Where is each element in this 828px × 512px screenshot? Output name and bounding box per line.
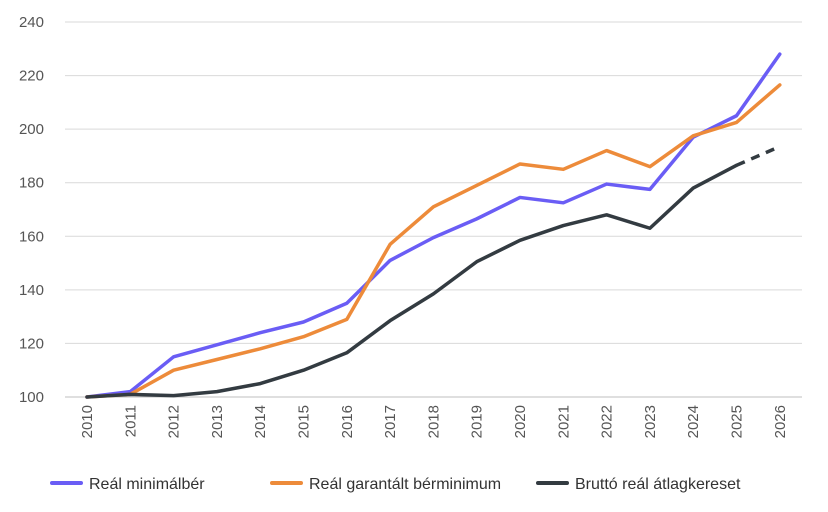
legend-item-0: Reál minimálbér — [50, 476, 205, 493]
series-lines — [85, 52, 782, 399]
y-tick-label: 140 — [19, 282, 44, 299]
y-axis-ticks: 100 120 140 160 180 200 220 240 — [19, 14, 44, 406]
legend: Reál minimálbér Reál garantált bérminimum… — [50, 476, 741, 493]
x-tick-label: 2011 — [122, 405, 139, 437]
x-axis-ticks: 2010 2011 2012 2013 2014 2015 2016 2017 2018 2019… — [79, 405, 789, 438]
x-tick-label: 2015 — [296, 405, 313, 438]
series-line-projected — [735, 144, 781, 167]
x-tick-label: 2013 — [209, 405, 226, 438]
y-tick-label: 160 — [19, 228, 44, 245]
legend-label: Reál garantált bérminimum — [309, 476, 501, 493]
y-tick-label: 100 — [19, 389, 44, 406]
y-tick-label: 200 — [19, 121, 44, 138]
grid-lines — [65, 21, 802, 398]
series-line — [85, 163, 739, 399]
y-tick-label: 220 — [19, 68, 44, 85]
x-tick-label: 2022 — [599, 405, 616, 438]
y-tick-label: 180 — [19, 175, 44, 192]
x-tick-label: 2010 — [79, 405, 96, 438]
x-tick-label: 2019 — [469, 405, 486, 438]
x-tick-label: 2024 — [685, 405, 702, 438]
x-tick-label: 2014 — [252, 405, 269, 438]
x-tick-label: 2020 — [512, 405, 529, 438]
y-tick-label: 120 — [19, 335, 44, 352]
legend-item-1: Reál garantált bérminimum — [270, 476, 501, 493]
x-tick-label: 2025 — [729, 405, 746, 438]
series-line — [85, 52, 782, 399]
legend-label: Bruttó reál átlagkereset — [575, 476, 741, 493]
x-tick-label: 2023 — [642, 405, 659, 438]
x-tick-label: 2018 — [425, 405, 442, 438]
x-tick-label: 2026 — [772, 405, 789, 438]
legend-label: Reál minimálbér — [89, 476, 205, 493]
x-tick-label: 2017 — [382, 405, 399, 438]
y-tick-label: 240 — [19, 14, 44, 31]
x-tick-label: 2021 — [555, 405, 572, 438]
legend-item-2: Bruttó reál átlagkereset — [536, 476, 741, 493]
series-0 — [85, 52, 782, 399]
x-tick-label: 2016 — [339, 405, 356, 438]
series-2 — [85, 144, 781, 399]
x-tick-label: 2012 — [166, 405, 183, 438]
